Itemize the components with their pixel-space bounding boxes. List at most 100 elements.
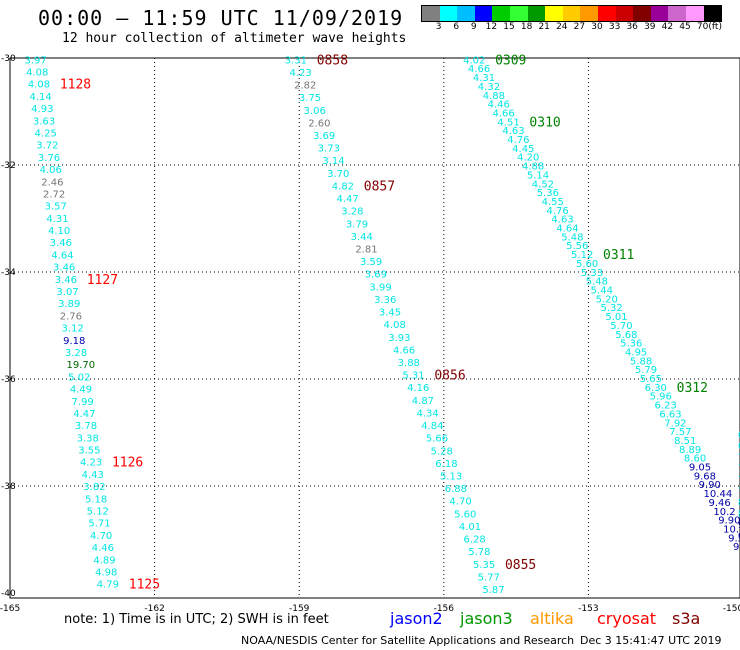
swh-value: 3.06 <box>304 106 326 117</box>
colorbar-swatch <box>545 6 563 21</box>
swh-value: 6 <box>738 430 740 441</box>
lon-tick-label: -153 <box>578 604 598 614</box>
swh-value: 4.66 <box>493 108 515 119</box>
track-time-label: 0309 <box>495 53 526 68</box>
swh-value: 5.68 <box>615 330 637 341</box>
swh-value: 4.51 <box>497 117 519 128</box>
swh-value: 5.12 <box>571 250 593 261</box>
plot-frame <box>9 57 740 599</box>
map-subtitle: 12 hour collection of altimeter wave hei… <box>62 31 407 46</box>
swh-value: 3.97 <box>24 55 46 66</box>
swh-value: 2.76 <box>60 311 82 322</box>
swh-value: 7. <box>738 452 740 463</box>
swh-value: 5.31 <box>402 371 424 382</box>
colorbar-swatch <box>685 6 704 21</box>
swh-value: 5.36 <box>537 188 559 199</box>
swh-value: 5.56 <box>566 241 588 252</box>
swh-value: 5.79 <box>635 365 657 376</box>
swh-value: 6 <box>738 441 740 452</box>
swh-value: 4.87 <box>412 396 434 407</box>
swh-value: 4.16 <box>407 383 429 394</box>
swh-value: 5.88 <box>630 356 652 367</box>
track-time-label: 0310 <box>529 115 560 130</box>
swh-value: 4.43 <box>82 470 104 481</box>
swh-value: 5.36 <box>620 339 642 350</box>
colorbar-swatch <box>474 6 493 21</box>
colorbar-label: 6 <box>453 22 460 32</box>
swh-value: 5.32 <box>600 303 622 314</box>
satellite-altika: altika <box>530 609 574 628</box>
track-time-label: 0311 <box>603 248 634 263</box>
satellite-s3a: s3a <box>672 609 701 628</box>
colorbar-swatch <box>457 6 475 21</box>
track-time-label: 1127 <box>87 273 118 288</box>
colorbar-labels: 3 6 9 12 15 18 21 24 27 30 33 36 39 42 45 70 (ft) <box>421 22 730 34</box>
swh-value: 3.82 <box>83 482 105 493</box>
swh-value: 9.05 <box>689 463 711 474</box>
swh-value: 4.20 <box>517 153 539 164</box>
swh-value: 9.01 <box>733 542 740 553</box>
swh-value: 3.78 <box>75 421 97 432</box>
swh-value: 4.76 <box>507 135 529 146</box>
colorbar-label: 70 <box>696 22 709 32</box>
swh-value: 5.96 <box>650 392 672 403</box>
track-time-label: 1125 <box>129 578 160 593</box>
swh-value: 4.88 <box>483 91 505 102</box>
satellite-jason2: jason2 <box>390 609 443 628</box>
swh-value: 2.81 <box>355 245 377 256</box>
swh-value: 4.01 <box>459 522 481 533</box>
swh-value: 5.78 <box>468 547 490 558</box>
colorbar-label: 27 <box>573 22 586 32</box>
swh-value: 3.69 <box>313 131 335 142</box>
colorbar-swatch <box>703 6 722 21</box>
swh-value: 8.89 <box>679 445 701 456</box>
swh-value: 4.10 <box>48 226 70 237</box>
lon-tick-label: -165 <box>0 604 20 614</box>
swh-value: 9. <box>738 520 740 531</box>
swh-value: 5.65 <box>640 374 662 385</box>
colorbar-swatch <box>580 6 598 21</box>
swh-value: 4.02 <box>463 55 485 66</box>
track-time-label: 0855 <box>505 558 536 573</box>
track-time-label: 1126 <box>112 456 143 471</box>
swh-value: 4.08 <box>26 68 48 79</box>
swh-value: 4.66 <box>468 64 490 75</box>
swh-value: 9.46 <box>708 498 730 509</box>
swh-value: 8. <box>738 498 740 509</box>
swh-value: 4.45 <box>512 144 534 155</box>
lat-tick-label: -32 <box>1 161 16 171</box>
swh-value: 9. <box>738 532 740 543</box>
swh-value: 5.48 <box>561 232 583 243</box>
swh-value: 3.14 <box>322 156 344 167</box>
colorbar-label: 30 <box>591 22 603 32</box>
swh-colorbar <box>421 5 723 22</box>
colorbar-label: (ft) <box>708 22 722 32</box>
swh-value: 5.48 <box>586 277 608 288</box>
swh-value: 2.82 <box>294 81 316 92</box>
swh-value: 3.63 <box>33 116 55 127</box>
swh-value: 6.63 <box>659 409 681 420</box>
colorbar-label: 18 <box>520 22 533 32</box>
satellite-cryosat: cryosat <box>597 609 657 628</box>
swh-value: 3.93 <box>388 333 410 344</box>
colorbar-label: 21 <box>538 22 550 32</box>
colorbar-swatch <box>509 6 528 21</box>
lat-tick-label: -34 <box>1 268 16 278</box>
swh-value: 6.30 <box>645 383 667 394</box>
swh-value: 6.18 <box>435 459 457 470</box>
swh-value: 4.70 <box>449 497 471 508</box>
swh-value: 3.36 <box>374 295 396 306</box>
swh-value: 5.66 <box>426 434 448 445</box>
colorbar-label: 3 <box>435 22 442 32</box>
swh-value: 5.02 <box>68 372 90 383</box>
swh-value: 5.01 <box>605 312 627 323</box>
track-time-label: 0858 <box>317 53 348 68</box>
swh-value: 3.70 <box>327 169 349 180</box>
swh-value: 5.71 <box>88 519 110 530</box>
swh-value: 4.89 <box>93 555 115 566</box>
lon-tick-label: -150 <box>723 604 740 614</box>
colorbar-swatch <box>527 6 546 21</box>
colorbar-swatch <box>492 6 510 21</box>
swh-value: 10.2 <box>713 507 735 518</box>
swh-value: 4.06 <box>40 165 62 176</box>
